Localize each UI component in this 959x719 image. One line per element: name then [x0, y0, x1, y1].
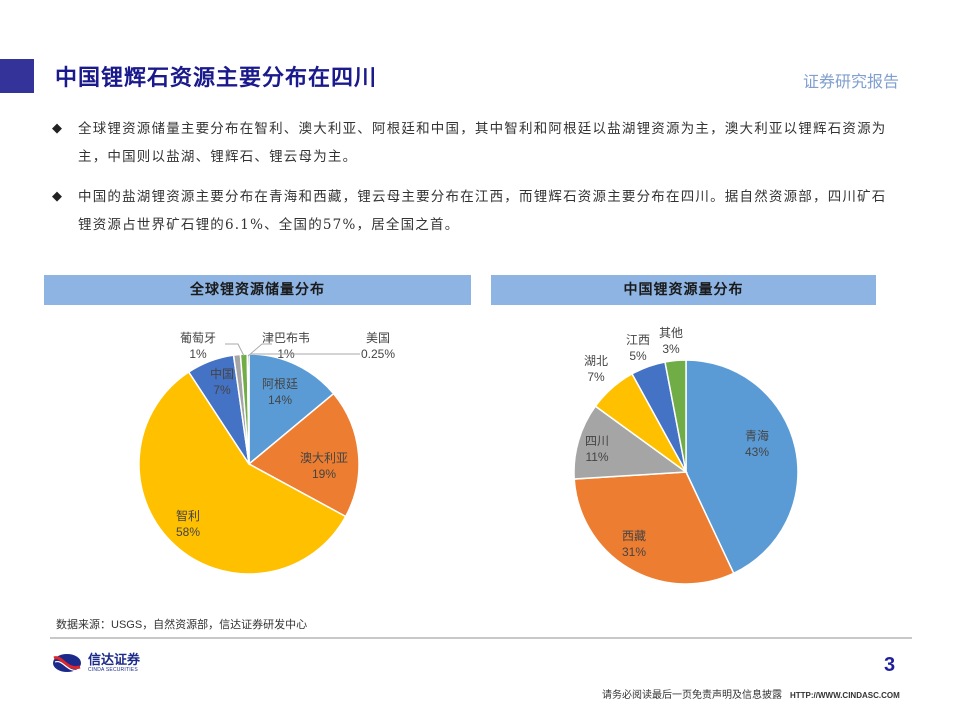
- label-hubei: 湖北 7%: [584, 354, 609, 384]
- divider: [50, 637, 912, 639]
- china-chart-panel: 中国锂资源量分布: [491, 275, 876, 305]
- page-title: 中国锂辉石资源主要分布在四川: [55, 65, 378, 91]
- global-chart-title: 全球锂资源储量分布: [44, 275, 471, 305]
- label-qinghai: 青海 43%: [745, 429, 770, 459]
- bullet-item: ◆ 全球锂资源储量主要分布在智利、澳大利亚、阿根廷和中国，其中智利和阿根廷以盐湖…: [52, 115, 897, 171]
- bullet-item: ◆ 中国的盐湖锂资源主要分布在青海和西藏，锂云母主要分布在江西，而锂辉石资源主要…: [52, 183, 897, 239]
- pie-slice: [573, 405, 689, 480]
- company-logo: 信达证券 CINDA SECURITIES: [52, 653, 140, 673]
- bullet-list: ◆ 全球锂资源储量主要分布在智利、澳大利亚、阿根廷和中国，其中智利和阿根廷以盐湖…: [52, 115, 897, 251]
- label-portugal: 葡萄牙 1%: [180, 331, 217, 361]
- pie-slice: [685, 359, 799, 575]
- diamond-bullet-icon: ◆: [52, 189, 62, 204]
- bullet-text: 中国的盐湖锂资源主要分布在青海和西藏，锂云母主要分布在江西，而锂辉石资源主要分布…: [78, 189, 887, 233]
- label-argentina: 阿根廷 14%: [262, 377, 299, 407]
- global-pie-chart: [138, 353, 360, 575]
- label-chile: 智利 58%: [176, 509, 201, 539]
- global-chart-panel: 全球锂资源储量分布: [44, 275, 471, 305]
- label-sichuan: 四川 11%: [585, 434, 610, 464]
- pie-slice: [664, 359, 687, 473]
- china-chart-title: 中国锂资源量分布: [491, 275, 876, 305]
- label-other: 其他 3%: [659, 326, 684, 356]
- pie-slice: [247, 392, 360, 518]
- data-source: 数据来源：USGS，自然资源部，信达证券研发中心: [56, 618, 308, 631]
- china-pie-chart: [573, 359, 799, 585]
- disclaimer: 请务必阅读最后一页免责声明及信息披露 HTTP://WWW.CINDASC.COM: [602, 690, 900, 701]
- title-accent-block: [0, 59, 34, 93]
- website-link[interactable]: HTTP://WWW.CINDASC.COM: [790, 691, 900, 700]
- report-tag: 证券研究报告: [802, 72, 899, 91]
- diamond-bullet-icon: ◆: [52, 121, 62, 136]
- label-china: 中国 7%: [210, 367, 235, 397]
- label-jiangxi: 江西 5%: [626, 333, 651, 363]
- label-usa: 美国 0.25%: [361, 331, 396, 361]
- pie-slice: [573, 471, 735, 585]
- logo-emblem-icon: [53, 654, 81, 672]
- page-number: 3: [884, 654, 896, 676]
- pie-slice: [138, 370, 347, 575]
- bullet-text: 全球锂资源储量主要分布在智利、澳大利亚、阿根廷和中国，其中智利和阿根廷以盐湖锂资…: [78, 121, 887, 165]
- leader-lines: [225, 343, 360, 357]
- pie-slice: [246, 353, 250, 465]
- label-xizang: 西藏 31%: [622, 529, 647, 559]
- label-australia: 澳大利亚 19%: [300, 451, 349, 481]
